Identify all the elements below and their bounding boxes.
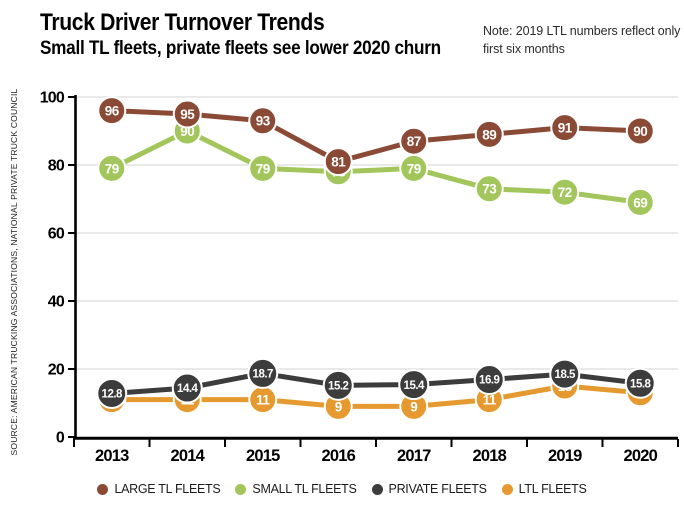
x-tick-label: 2016 [321, 447, 355, 465]
legend-dot-icon [501, 483, 513, 495]
data-point-label: 95 [180, 107, 195, 122]
data-point-label: 16.9 [479, 375, 499, 387]
data-point [97, 153, 127, 183]
data-point-label: 15.8 [630, 378, 651, 390]
data-point [248, 153, 278, 183]
legend-dot-icon [371, 483, 383, 495]
chart-subtitle-text: Small TL fleets, private fleets see lowe… [40, 37, 441, 59]
data-point-label: 15.4 [404, 380, 425, 392]
legend-label: LTL FLEETS [518, 482, 587, 496]
data-point [550, 113, 580, 143]
data-point-label: 9 [410, 399, 417, 414]
data-point [625, 187, 655, 217]
x-tick-label: 2018 [472, 447, 506, 465]
x-tick-label: 2014 [170, 447, 205, 465]
data-point-label: 72 [558, 185, 572, 200]
x-tick-label: 2013 [95, 447, 129, 465]
x-tick-label: 2019 [548, 447, 582, 465]
chart-note-line1: Note: 2019 LTL numbers reflect only [483, 24, 681, 38]
data-point-label: 12.8 [102, 389, 123, 401]
x-tick-label: 2015 [246, 447, 280, 465]
data-point [171, 372, 203, 404]
legend-dot-icon [97, 483, 109, 495]
data-point [323, 147, 353, 177]
x-tick-label: 2020 [623, 447, 657, 465]
chart-title: Truck Driver Turnover Trends [40, 9, 363, 36]
chart-subtitle: Small TL fleets, private fleets see lowe… [40, 37, 496, 59]
legend-item-private-fleets: PRIVATE FLEETS [371, 482, 487, 496]
legend-item-large-tl-fleets: LARGE TL FLEETS [97, 482, 221, 496]
data-point-label: 11 [256, 392, 270, 407]
data-point [398, 369, 430, 401]
data-point [474, 174, 504, 204]
x-tick-label: 2017 [397, 447, 431, 465]
data-point [625, 116, 655, 146]
legend-dot-icon [235, 483, 247, 495]
data-point-label: 79 [105, 161, 119, 176]
y-tick-label: 80 [48, 158, 65, 175]
data-point [473, 364, 505, 396]
data-point-label: 69 [633, 195, 647, 210]
data-point [172, 99, 202, 129]
legend-item-small-tl-fleets: SMALL TL FLEETS [235, 482, 357, 496]
data-point-label: 79 [407, 161, 421, 176]
data-point-label: 73 [482, 182, 497, 197]
chart-title-text: Truck Driver Turnover Trends [40, 9, 325, 36]
legend-label: LARGE TL FLEETS [114, 482, 221, 496]
data-point-label: 93 [256, 114, 271, 129]
y-tick-label: 40 [48, 294, 65, 311]
data-point-label: 14.4 [177, 383, 198, 395]
legend-label: PRIVATE FLEETS [388, 482, 487, 496]
y-tick-label: 100 [40, 90, 65, 107]
data-point-label: 90 [633, 124, 647, 139]
data-point-label: 79 [256, 161, 270, 176]
chart-note: Note: 2019 LTL numbers reflect only firs… [483, 22, 680, 58]
legend-item-ltl-fleets: LTL FLEETS [501, 482, 587, 496]
data-point-label: 89 [482, 127, 496, 142]
data-point-label: 15.2 [328, 380, 348, 392]
chart-note-line2: first six months [483, 42, 565, 57]
data-point [97, 96, 127, 126]
data-point-label: 91 [558, 120, 573, 135]
data-point-label: 18.5 [555, 369, 576, 381]
chart-legend: LARGE TL FLEETS SMALL TL FLEETS PRIVATE FL… [0, 479, 684, 499]
data-point-label: 11 [483, 392, 497, 407]
y-tick-label: 20 [48, 362, 65, 379]
data-point [624, 367, 656, 399]
data-point-label: 18.7 [253, 369, 273, 381]
y-tick-label: 0 [56, 430, 65, 447]
data-point-label: 96 [105, 103, 120, 118]
data-point-label: 81 [331, 154, 346, 169]
data-point [399, 126, 429, 156]
data-point [474, 119, 504, 149]
data-point [550, 177, 580, 207]
data-point [322, 369, 354, 401]
data-point [549, 358, 581, 390]
data-point-label: 87 [407, 134, 421, 149]
data-point [96, 377, 128, 409]
data-point [247, 357, 279, 389]
legend-label: SMALL TL FLEETS [252, 482, 357, 496]
data-point [248, 106, 278, 136]
data-point-label: 9 [335, 399, 342, 414]
y-tick-label: 60 [48, 226, 65, 243]
